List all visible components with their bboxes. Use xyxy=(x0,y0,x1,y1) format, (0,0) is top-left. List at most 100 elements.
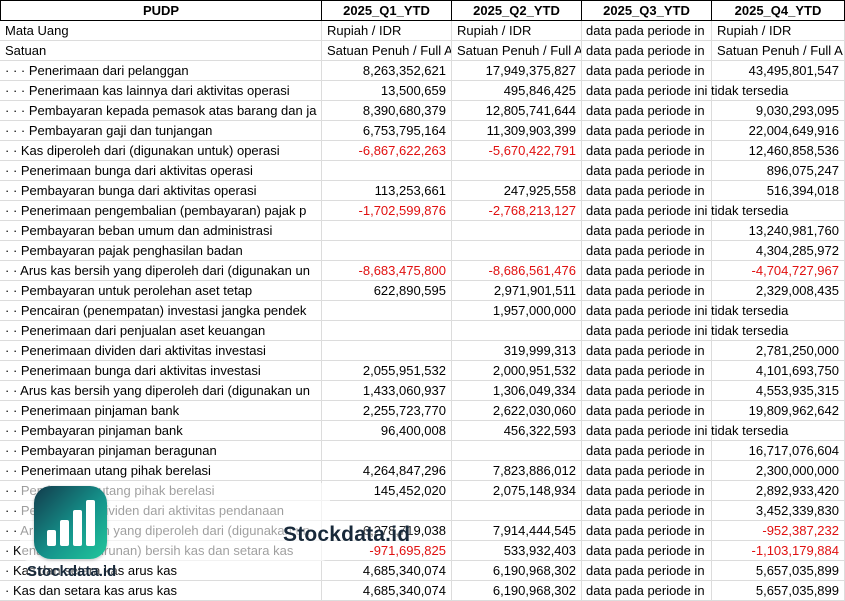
cell-q4: 5,657,035,899 xyxy=(712,561,845,581)
cell-q2: 17,949,375,827 xyxy=(452,61,582,81)
table-row: · · Penerimaan pengembalian (pembayaran)… xyxy=(0,201,845,221)
ticker-header-cell: PUDP xyxy=(0,0,322,21)
cell-q3: data pada periode in xyxy=(582,481,712,501)
table-row: · · Pembayaran pajak penghasilan badan da… xyxy=(0,241,845,261)
cell-q4: 19,809,962,642 xyxy=(712,401,845,421)
cell-q2: 2,971,901,511 xyxy=(452,281,582,301)
table-row: · · Penerimaan dividen dari aktivitas in… xyxy=(0,341,845,361)
cell-q2 xyxy=(452,161,582,181)
bar-chart-icon-bar xyxy=(46,530,56,546)
cell-q3: data pada periode in xyxy=(582,161,712,181)
bar-chart-icon-bar xyxy=(85,500,95,546)
cell-q2: 2,622,030,060 xyxy=(452,401,582,421)
watermark-brand-text-small: Stockdata.id xyxy=(27,563,117,580)
cell-q1 xyxy=(322,241,452,261)
cell-q3: data pada periode in xyxy=(582,281,712,301)
table-row: · · Penerimaan bunga dari aktivitas oper… xyxy=(0,161,845,181)
cell-q2: 247,925,558 xyxy=(452,181,582,201)
row-label: · Kas dan setara kas arus kas xyxy=(0,581,322,601)
cell-q2: 495,846,425 xyxy=(452,81,582,101)
row-label: · · Arus kas bersih yang diperoleh dari … xyxy=(0,381,322,401)
cell-q2 xyxy=(452,241,582,261)
cell-q3: data pada periode in xyxy=(582,541,712,561)
cell-q3: data pada periode in xyxy=(582,181,712,201)
cell-q4: Satuan Penuh / Full A xyxy=(712,41,845,61)
cell-q4: Rupiah / IDR xyxy=(712,21,845,41)
cell-q3: data pada periode in xyxy=(582,41,712,61)
table-row: · · Pembayaran pinjaman bank 96,400,008 45… xyxy=(0,421,845,441)
cell-q2: -2,768,213,127 xyxy=(452,201,582,221)
row-label: · · Penerimaan dari penjualan aset keuan… xyxy=(0,321,322,341)
cell-q1: 96,400,008 xyxy=(322,421,452,441)
bar-chart-icon-bar xyxy=(72,510,82,546)
cell-q1 xyxy=(322,441,452,461)
cell-q1: 622,890,595 xyxy=(322,281,452,301)
cell-q2: -8,686,561,476 xyxy=(452,261,582,281)
cell-q3: data pada periode in xyxy=(582,261,712,281)
table-row: · · Arus kas bersih yang diperoleh dari … xyxy=(0,381,845,401)
row-label: · · Penerimaan bunga dari aktivitas oper… xyxy=(0,161,322,181)
cell-q4: -1,103,179,884 xyxy=(712,541,845,561)
cell-q4: 516,394,018 xyxy=(712,181,845,201)
cell-q1: 145,452,020 xyxy=(322,481,452,501)
table-row: · · Penerimaan utang pihak berelasi 4,264… xyxy=(0,461,845,481)
row-label: · · · Pembayaran gaji dan tunjangan xyxy=(0,121,322,141)
cell-q4: 4,101,693,750 xyxy=(712,361,845,381)
row-label: · · Pembayaran bunga dari aktivitas oper… xyxy=(0,181,322,201)
cell-q4: 896,075,247 xyxy=(712,161,845,181)
row-label: Mata Uang xyxy=(0,21,322,41)
table-row: · · · Penerimaan dari pelanggan 8,263,352… xyxy=(0,61,845,81)
table-row: · · · Penerimaan kas lainnya dari aktivi… xyxy=(0,81,845,101)
table-row: · · Pembayaran bunga dari aktivitas oper… xyxy=(0,181,845,201)
cell-q2 xyxy=(452,501,582,521)
table-row: · · · Pembayaran kepada pemasok atas bar… xyxy=(0,101,845,121)
cell-q2 xyxy=(452,321,582,341)
cell-q3: data pada periode in xyxy=(582,121,712,141)
cell-q4: 2,300,000,000 xyxy=(712,461,845,481)
cell-q3: data pada periode in xyxy=(582,361,712,381)
table-row: · · Kas diperoleh dari (digunakan untuk)… xyxy=(0,141,845,161)
cell-q2 xyxy=(452,221,582,241)
cell-q1: 13,500,659 xyxy=(322,81,452,101)
cell-q1 xyxy=(322,161,452,181)
cell-q2 xyxy=(452,441,582,461)
row-label: · · Penerimaan utang pihak berelasi xyxy=(0,461,322,481)
table-row: · · Pembayaran pinjaman beragunan data pa… xyxy=(0,441,845,461)
cell-q1: 2,055,951,532 xyxy=(322,361,452,381)
cell-q4: 2,329,008,435 xyxy=(712,281,845,301)
cell-q2: Rupiah / IDR xyxy=(452,21,582,41)
cell-q3: data pada periode in xyxy=(582,441,712,461)
cell-q2: 319,999,313 xyxy=(452,341,582,361)
row-label: · Kas dan setara kas arus kas xyxy=(0,561,322,581)
table-row: · · Penerimaan dari penjualan aset keuan… xyxy=(0,321,845,341)
cell-q1: 8,263,352,621 xyxy=(322,61,452,81)
table-row: Satuan Satuan Penuh / Full A Satuan Penuh … xyxy=(0,41,845,61)
cell-q4: -4,704,727,967 xyxy=(712,261,845,281)
cell-q1 xyxy=(322,321,452,341)
row-label: · · Penerimaan dividen dari aktivitas in… xyxy=(0,341,322,361)
row-label: Satuan xyxy=(0,41,322,61)
cell-q4: 2,892,933,420 xyxy=(712,481,845,501)
cell-q4: 4,553,935,315 xyxy=(712,381,845,401)
cell-q1 xyxy=(322,501,452,521)
table-row: · Kas dan setara kas arus kas 4,685,340,0… xyxy=(0,561,845,581)
cell-q2: 2,000,951,532 xyxy=(452,361,582,381)
cell-q1: -8,683,475,800 xyxy=(322,261,452,281)
cell-q1: 6,753,795,164 xyxy=(322,121,452,141)
cell-q2: 11,309,903,399 xyxy=(452,121,582,141)
cell-q1: Satuan Penuh / Full A xyxy=(322,41,452,61)
cell-q1: -971,695,825 xyxy=(322,541,452,561)
row-label: · · Pembayaran pajak penghasilan badan xyxy=(0,241,322,261)
period-header-q2: 2025_Q2_YTD xyxy=(452,0,582,21)
cell-q2: 12,805,741,644 xyxy=(452,101,582,121)
cell-q3: data pada periode ini tidak tersedia xyxy=(582,301,788,321)
period-header-q1: 2025_Q1_YTD xyxy=(322,0,452,21)
cell-q4: 22,004,649,916 xyxy=(712,121,845,141)
row-label: · · Penerimaan bunga dari aktivitas inve… xyxy=(0,361,322,381)
period-header-q3: 2025_Q3_YTD xyxy=(582,0,712,21)
cell-q4: 16,717,076,604 xyxy=(712,441,845,461)
row-label: · · Pembayaran pinjaman bank xyxy=(0,421,322,441)
cell-q4: -952,387,232 xyxy=(712,521,845,541)
cell-q4: 5,657,035,899 xyxy=(712,581,845,601)
